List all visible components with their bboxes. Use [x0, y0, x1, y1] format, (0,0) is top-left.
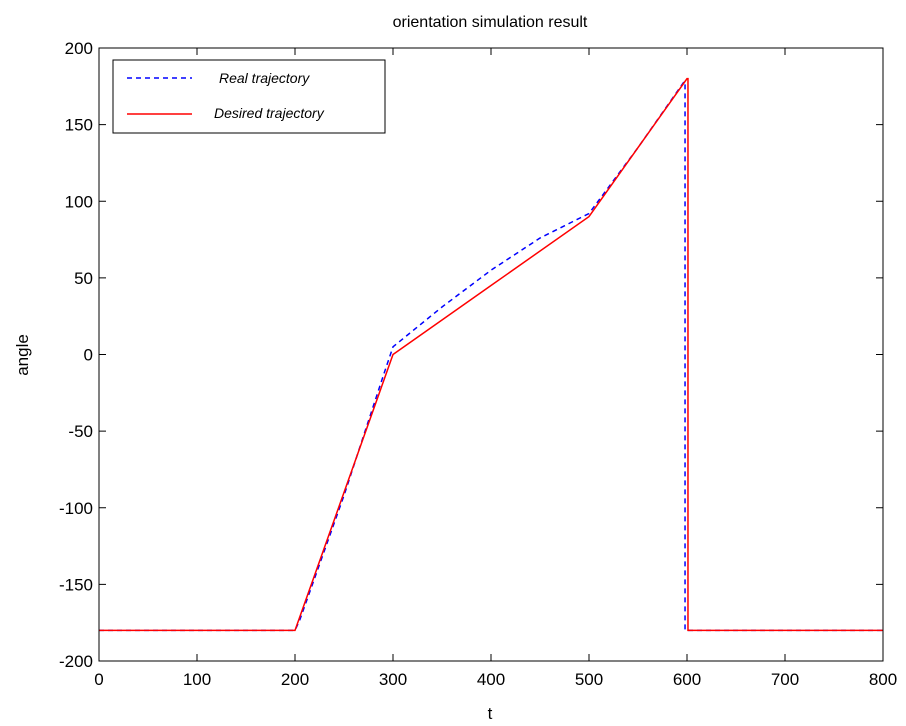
x-tick-label: 800	[869, 670, 897, 689]
x-tick-label: 300	[379, 670, 407, 689]
series-layer	[99, 77, 883, 632]
y-tick-label: -200	[59, 652, 93, 671]
legend-box	[112, 59, 386, 134]
x-tick-label: 600	[673, 670, 701, 689]
x-tick-label: 0	[94, 670, 103, 689]
y-tick-label: -100	[59, 499, 93, 518]
series-line-desired-trajectory	[99, 77, 883, 632]
y-tick-label: 50	[74, 269, 93, 288]
x-axis-label: t	[488, 704, 493, 723]
legend: Real trajectory Desired trajectory	[112, 59, 386, 134]
chart-title: orientation simulation result	[393, 14, 588, 31]
plot-background	[99, 48, 883, 661]
plot-area	[99, 48, 883, 661]
x-tick-label: 200	[281, 670, 309, 689]
y-tick-label: -150	[59, 575, 93, 594]
legend-label-real: Real trajectory	[219, 70, 310, 86]
x-tick-label: 100	[183, 670, 211, 689]
y-axis-label: angle	[13, 334, 32, 376]
y-tick-label: 150	[65, 116, 93, 135]
legend-label-desired: Desired trajectory	[214, 105, 325, 121]
y-tick-label: 200	[65, 39, 93, 58]
y-tick-label: -50	[68, 422, 93, 441]
x-tick-label: 500	[575, 670, 603, 689]
x-tick-label: 700	[771, 670, 799, 689]
y-tick-label: 0	[84, 346, 93, 365]
x-tick-label: 400	[477, 670, 505, 689]
y-tick-label: 100	[65, 192, 93, 211]
tick-layer: 0 100 200 300 400 500 600 700 800200150100500-50…	[59, 39, 897, 689]
